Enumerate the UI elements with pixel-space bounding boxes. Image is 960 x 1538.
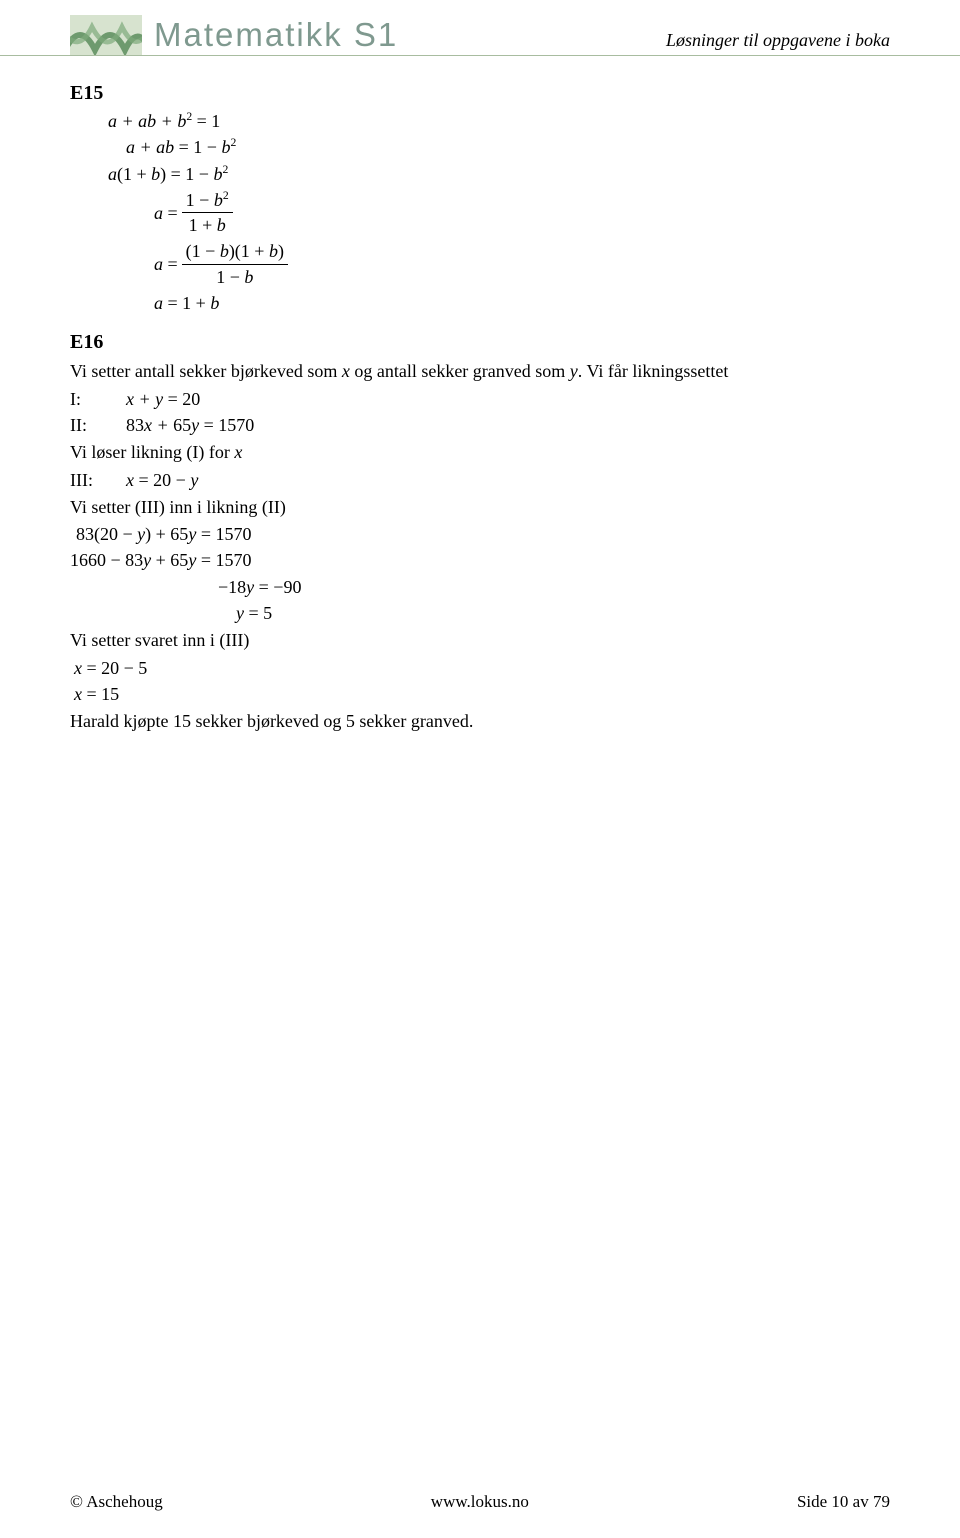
e16-p2: Vi løser likning (I) for x: [70, 440, 890, 464]
e16-p4: Vi setter svaret inn i (III): [70, 628, 890, 652]
e15-eq4: a = 1 − b2 1 + b: [70, 188, 890, 238]
exercise-e16-label: E16: [70, 329, 890, 356]
e16-p1x: x: [342, 361, 350, 381]
decorative-logo-icon: [70, 15, 142, 55]
exercise-e15-label: E15: [70, 80, 890, 107]
e15-eq5: a = (1 − b)(1 + b) 1 − b: [70, 239, 890, 289]
e16-p2a: Vi løser likning (I) for: [70, 442, 234, 462]
header-left: Matematikk S1: [70, 15, 398, 55]
roman-I: I:: [70, 387, 126, 411]
book-title: Matematikk S1: [154, 16, 398, 54]
e16-p1b: og antall sekker granved som: [350, 361, 570, 381]
e15-eq6: a = 1 + b: [70, 291, 890, 315]
e16-p5: Harald kjøpte 15 sekker bjørkeved og 5 s…: [70, 709, 890, 733]
e16-eqB: 1660 − 83y + 65y = 1570: [70, 548, 890, 572]
e16-eqD: y = 5: [70, 601, 890, 625]
e16-p1a: Vi setter antall sekker bjørkeved som: [70, 361, 342, 381]
roman-II: II:: [70, 413, 126, 437]
e16-eq-I: I: x + y = 20: [70, 387, 890, 411]
header-subtitle: Løsninger til oppgavene i boka: [666, 30, 890, 55]
footer-right: Side 10 av 79: [797, 1492, 890, 1512]
e16-eqA: 83(20 − y) + 65y = 1570: [70, 522, 890, 546]
roman-III: III:: [70, 468, 126, 492]
page-content: E15 a + ab + b2 = 1 a + ab = 1 − b2 a(1 …: [0, 56, 960, 734]
e16-p1c: . Vi får likningssettet: [578, 361, 729, 381]
e16-eq-III: III: x = 20 − y: [70, 468, 890, 492]
page-header: Matematikk S1 Løsninger til oppgavene i …: [0, 0, 960, 56]
footer-center: www.lokus.no: [431, 1492, 529, 1512]
e16-eq-II: II: 83x + 65y = 1570: [70, 413, 890, 437]
e16-eqF: x = 15: [70, 682, 890, 706]
e15-eq1: a + ab + b2 = 1: [70, 109, 890, 133]
page-footer: © Aschehoug www.lokus.no Side 10 av 79: [0, 1492, 960, 1512]
e16-eqE: x = 20 − 5: [70, 656, 890, 680]
e16-p3: Vi setter (III) inn i likning (II): [70, 495, 890, 519]
e16-eqC: −18y = −90: [70, 575, 890, 599]
e16-p2x: x: [234, 442, 242, 462]
footer-left: © Aschehoug: [70, 1492, 163, 1512]
e15-eq2: a + ab = 1 − b2: [70, 135, 890, 159]
e16-intro: Vi setter antall sekker bjørkeved som x …: [70, 359, 890, 383]
e15-eq3: a(1 + b) = 1 − b2: [70, 162, 890, 186]
e16-p1y: y: [570, 361, 578, 381]
